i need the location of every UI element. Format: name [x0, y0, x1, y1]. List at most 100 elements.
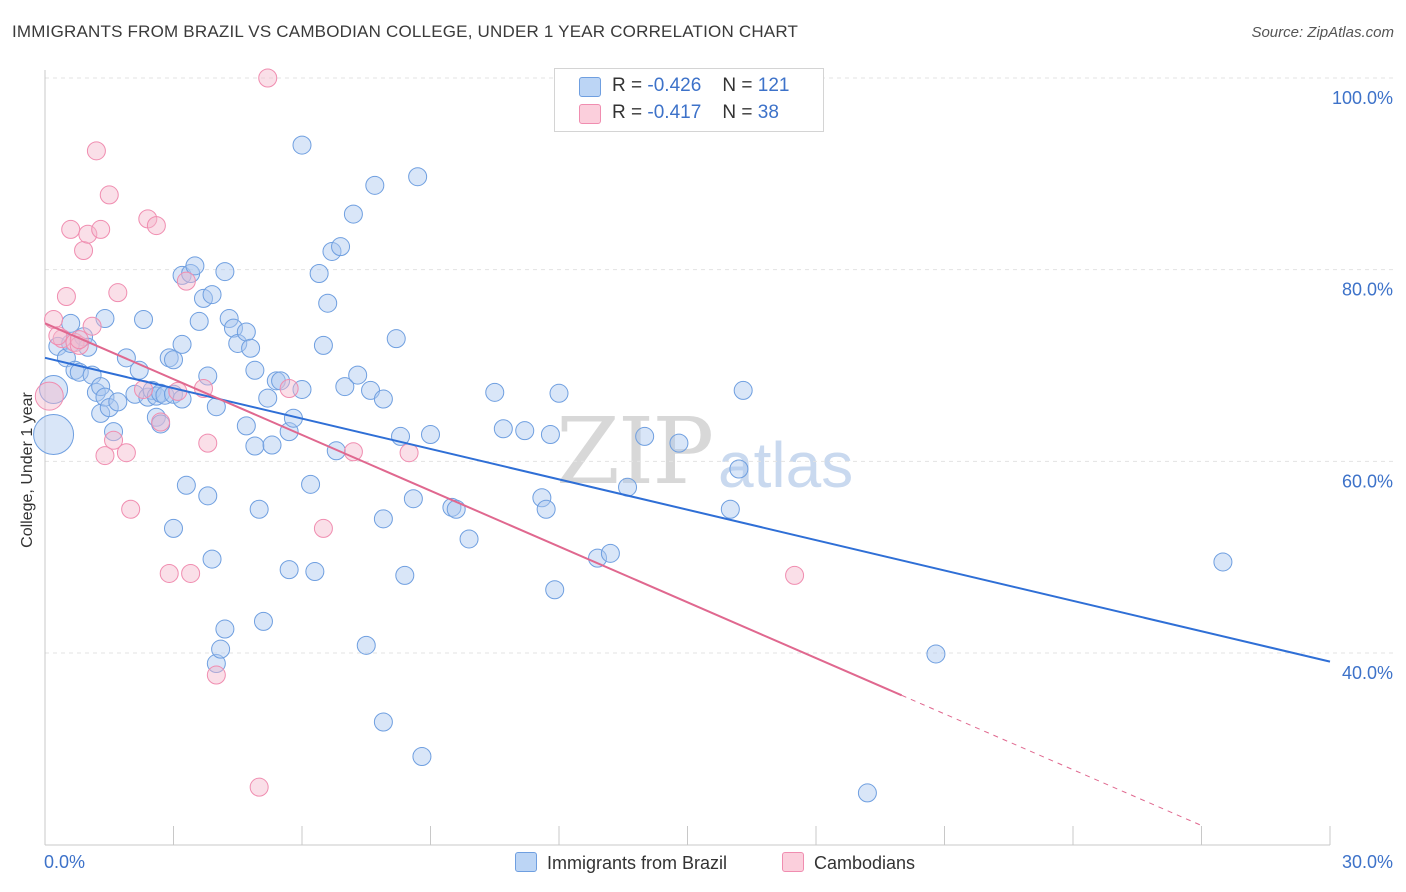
cambodian-point [86, 141, 106, 161]
cambodian-point [116, 443, 136, 463]
x-tick-label: 0.0% [44, 852, 85, 872]
cambodian-point [44, 310, 64, 329]
brazil-point [493, 419, 513, 439]
cambodian-point [258, 68, 278, 88]
brazil-point [536, 499, 556, 519]
brazil-point [926, 644, 946, 664]
cambodian-point [56, 287, 76, 306]
brazil-point [421, 425, 440, 444]
brazil-point [219, 309, 239, 329]
brazil-point [549, 383, 569, 403]
legend-r-label: R = [612, 102, 643, 123]
brazil-point [857, 783, 877, 803]
brazil-point [485, 382, 505, 402]
y-tick-label: 80.0% [1342, 280, 1393, 300]
brazil-point [459, 529, 479, 549]
legend-r-value: -0.426 [647, 75, 702, 96]
legend-item-cambodians: Cambodians [782, 852, 915, 874]
brazil-point [729, 459, 749, 479]
x-tick-label: 30.0% [1342, 852, 1393, 872]
brazil-point [164, 350, 183, 370]
brazil-trend-line [44, 356, 1331, 663]
brazil-point [305, 562, 325, 582]
brazil-point [720, 499, 740, 519]
stats-legend: R = -0.426 N = 121 R = -0.417 N = 38 [554, 68, 824, 132]
brazil-point [198, 366, 218, 386]
legend-n-label: N = [722, 102, 753, 123]
brazil-point [343, 204, 363, 224]
legend-swatch-brazil [515, 852, 537, 872]
brazil-point [373, 509, 393, 529]
cambodian-point [78, 224, 98, 244]
brazil-point [262, 435, 282, 455]
legend-n-value: 38 [757, 102, 779, 123]
brazil-point [309, 264, 329, 283]
brazil-point [365, 175, 385, 195]
brazil-point [215, 262, 235, 282]
legend-swatch-cambodians [782, 852, 804, 872]
brazil-point [95, 387, 115, 407]
cambodian-point [61, 219, 81, 239]
cambodian-point [785, 565, 805, 585]
brazil-point [164, 518, 183, 538]
brazil-point [189, 311, 209, 331]
brazil-point [198, 486, 218, 506]
legend-swatch-cambodians [579, 104, 601, 124]
brazil-point [395, 565, 415, 585]
brazil-point [515, 421, 535, 441]
brazil-point [292, 135, 312, 155]
brazil-point [245, 360, 265, 380]
cambodian-point [104, 430, 124, 450]
legend-item-brazil: Immigrants from Brazil [515, 852, 727, 874]
cambodian-point [176, 271, 196, 291]
brazil-point [545, 580, 565, 600]
chart-title: IMMIGRANTS FROM BRAZIL VS CAMBODIAN COLL… [12, 22, 799, 41]
brazil-point [335, 377, 355, 397]
brazil-point [373, 389, 393, 409]
brazil-point [331, 237, 351, 257]
brazil-point [313, 335, 333, 355]
brazil-point [108, 392, 128, 412]
brazil-point [669, 433, 689, 453]
legend-r-value: -0.417 [647, 102, 702, 123]
y-tick-label: 60.0% [1342, 471, 1393, 491]
cambodian-point [198, 433, 218, 453]
brazil-point [348, 365, 368, 385]
brazil-point [408, 167, 428, 187]
cambodian-point [121, 499, 141, 519]
brazil-point [403, 489, 423, 509]
brazil-point [206, 654, 226, 674]
cambodian-point [82, 316, 102, 336]
cambodian-point [74, 241, 94, 260]
brazil-point [185, 256, 205, 276]
brazil-point [588, 548, 608, 568]
legend-label-brazil: Immigrants from Brazil [547, 853, 728, 873]
brazil-point [318, 293, 338, 313]
brazil-point [1213, 552, 1233, 572]
brazil-point [532, 488, 552, 508]
legend-n-label: N = [722, 75, 753, 96]
legend-label-cambodians: Cambodians [814, 853, 916, 873]
brazil-point [211, 639, 231, 659]
brazil-point [600, 543, 620, 563]
brazil-point [540, 425, 560, 444]
cambodian-point [99, 185, 119, 205]
brazil-point [301, 474, 321, 494]
cambodian-point [313, 518, 333, 538]
cambodian-trend-line [44, 322, 903, 697]
brazil-point [249, 499, 269, 519]
brazil-point [33, 414, 75, 455]
brazil-point [733, 380, 753, 400]
brazil-point [91, 377, 111, 397]
cambodian-point [159, 563, 179, 583]
cambodian-point [181, 563, 201, 583]
legend-n-value: 121 [757, 75, 790, 96]
brazil-point [241, 338, 261, 358]
brazil-point [236, 322, 256, 342]
brazil-point [176, 475, 196, 495]
cambodian-point [206, 665, 226, 685]
brazil-point [279, 560, 299, 580]
y-tick-label: 100.0% [1332, 88, 1393, 108]
legend-swatch-brazil [579, 77, 601, 97]
